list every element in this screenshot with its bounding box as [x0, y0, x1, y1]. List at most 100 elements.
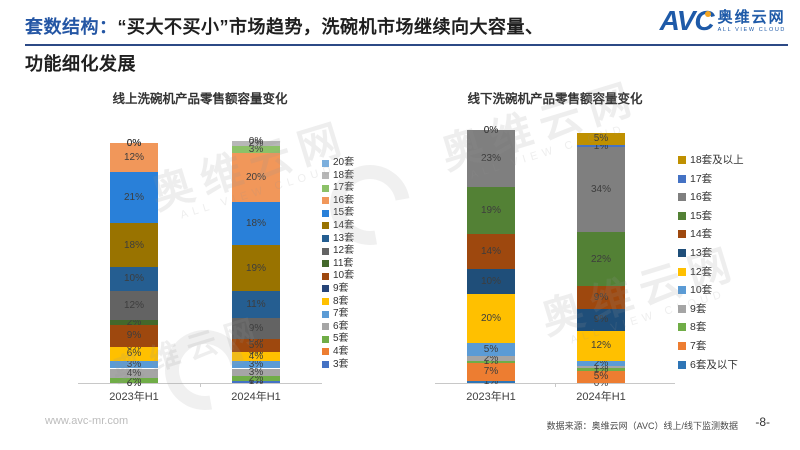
- bar-segment: [232, 317, 280, 340]
- legend-label: 16套: [333, 194, 355, 206]
- plot-area: 1% 7% 1% 2% 5% 20% 10% 14% 19% 23% 0% 0% 0% 5% 1% 1% 2% 1…: [435, 125, 675, 389]
- bar-segment: [577, 231, 625, 287]
- legend-item: 18套及以上: [678, 155, 744, 165]
- legend: 20套 18套 17套 16套 15套 14套 13套 12套 11套 10套 9套 8套 7套 6套 5套…: [322, 158, 354, 372]
- legend-swatch: [322, 361, 329, 368]
- legend-label: 16套: [690, 191, 713, 204]
- legend-swatch: [678, 230, 686, 239]
- bar-segment: [577, 308, 625, 331]
- bar-segment: [467, 293, 515, 344]
- page-title-rest: “买大不买小”市场趋势，洗碗机市场继续向大容量、: [117, 17, 544, 37]
- legend-item: 17套: [322, 183, 354, 193]
- bar-segment: [110, 361, 158, 369]
- bar-segment: [467, 363, 515, 381]
- bar-segment: [232, 145, 280, 154]
- chart-title: 线下洗碗机产品零售额容量变化: [467, 92, 643, 106]
- legend-item: 8套: [678, 322, 744, 333]
- page-title-line2: 功能细化发展: [25, 54, 136, 74]
- legend-label: 3套: [333, 358, 349, 370]
- offline-capacity-chart: 线下洗碗机产品零售额容量变化 1% 7% 1% 2% 5% 20% 10% 14% 19% 23%…: [435, 88, 795, 418]
- legend-item: 17套: [678, 173, 744, 184]
- legend-swatch: [322, 335, 329, 343]
- legend-swatch: [322, 184, 329, 192]
- legend-item: 13套: [322, 233, 354, 244]
- legend-item: 20套: [322, 158, 354, 168]
- legend-label: 12套: [690, 265, 713, 278]
- legend-swatch: [322, 348, 329, 356]
- stacked-bar: 0% 0% 2% 4% 3% 6% 0% 9% 2% 12% 10% 18% 21% 12% 0% 0% 0%: [110, 138, 158, 389]
- bar-segment: [577, 370, 625, 383]
- legend-swatch: [678, 304, 686, 313]
- legend-label: 7套: [690, 339, 707, 352]
- bar-segment: [577, 365, 625, 369]
- bar-segment: [577, 368, 625, 371]
- legend-item: 12套: [322, 246, 354, 256]
- legend-label: 6套及以下: [690, 358, 738, 371]
- bar-segment: [232, 291, 280, 318]
- bar-segment: [232, 339, 280, 352]
- legend-swatch: [322, 298, 329, 306]
- legend-label: 6套: [333, 320, 349, 332]
- bar-segment: [232, 380, 280, 383]
- legend-label: 11套: [333, 257, 354, 269]
- x-axis-label: 2023年H1: [466, 391, 516, 403]
- legend-label: 17套: [333, 182, 355, 194]
- plot-area: 0% 0% 2% 4% 3% 6% 0% 9% 2% 12% 10% 18% 21% 12% 0% 0% 0% 1…: [78, 136, 322, 389]
- bar-segment: [110, 346, 158, 362]
- bar-segment: [232, 351, 280, 362]
- bar-segment: [467, 380, 515, 383]
- legend-swatch: [322, 260, 329, 268]
- legend-swatch: [678, 267, 686, 276]
- legend-item: 10套: [322, 271, 354, 281]
- x-axis-label: 2024年H1: [231, 391, 281, 403]
- legend-swatch: [322, 235, 329, 243]
- bar-segment: [467, 355, 515, 361]
- legend-swatch: [678, 174, 686, 183]
- x-axis-label: 2023年H1: [109, 391, 159, 403]
- legend-label: 7套: [333, 308, 349, 320]
- legend-label: 15套: [690, 209, 713, 222]
- legend: 18套及以上 17套 16套 15套 14套 13套 12套 10套 9套 8套 7套 6套及以下: [678, 155, 744, 378]
- bar-segment: [232, 245, 280, 292]
- legend-item: 3套: [322, 358, 354, 370]
- legend-swatch: [678, 193, 686, 202]
- legend-swatch: [322, 209, 329, 217]
- page-title-line1: 套数结构：“买大不买小”市场趋势，洗碗机市场继续向大容量、: [25, 13, 544, 39]
- bar-segment: [110, 324, 158, 347]
- bar-segment: [110, 172, 158, 224]
- legend-label: 15套: [333, 207, 355, 219]
- legend-label: 12套: [333, 245, 355, 257]
- bar-segment: [110, 223, 158, 267]
- legend-swatch: [678, 286, 686, 295]
- legend-item: 11套: [322, 257, 354, 269]
- avc-logo: AVC 奥维云网 ALL VIEW CLOUD: [660, 7, 786, 35]
- stacked-bar: 1%0%2%3%3%4%0%5%0%9%11%19%18%20%3%2%0%: [232, 136, 280, 387]
- bar-segment: [467, 268, 515, 294]
- legend-label: 14套: [333, 219, 355, 231]
- legend-swatch: [322, 272, 329, 280]
- legend-item: 10套: [678, 285, 744, 295]
- chart-title: 线上洗碗机产品零售额容量变化: [112, 92, 288, 106]
- logo-dot-icon: [704, 11, 711, 17]
- footer-source: 数据来源：奥维云网（AVC）线上/线下监测数据: [546, 421, 738, 431]
- bar-segment: [232, 153, 280, 202]
- stacked-bar: 1% 7% 1% 2% 5% 20% 10% 14% 19% 23% 0% 0%: [467, 125, 515, 387]
- bar-segment: [110, 143, 158, 173]
- bar-segment: [577, 144, 625, 148]
- bar-segment: [232, 361, 280, 369]
- legend-swatch: [678, 360, 686, 369]
- legend-item: 8套: [322, 296, 354, 307]
- legend-label: 5套: [333, 333, 349, 345]
- bar-segment: [467, 187, 515, 235]
- legend-swatch: [322, 247, 329, 255]
- legend-item: 4套: [322, 345, 354, 357]
- legend-item: 9套: [678, 304, 744, 314]
- legend-item: 14套: [322, 219, 355, 231]
- legend-label: 10套: [690, 284, 713, 297]
- legend-swatch: [322, 222, 329, 230]
- bar-segment: [232, 368, 280, 376]
- legend-label: 4套: [333, 345, 349, 357]
- legend-item: 15套: [678, 211, 744, 221]
- logo-name-cn: 奥维云网: [717, 8, 786, 26]
- legend-item: 15套: [322, 208, 354, 218]
